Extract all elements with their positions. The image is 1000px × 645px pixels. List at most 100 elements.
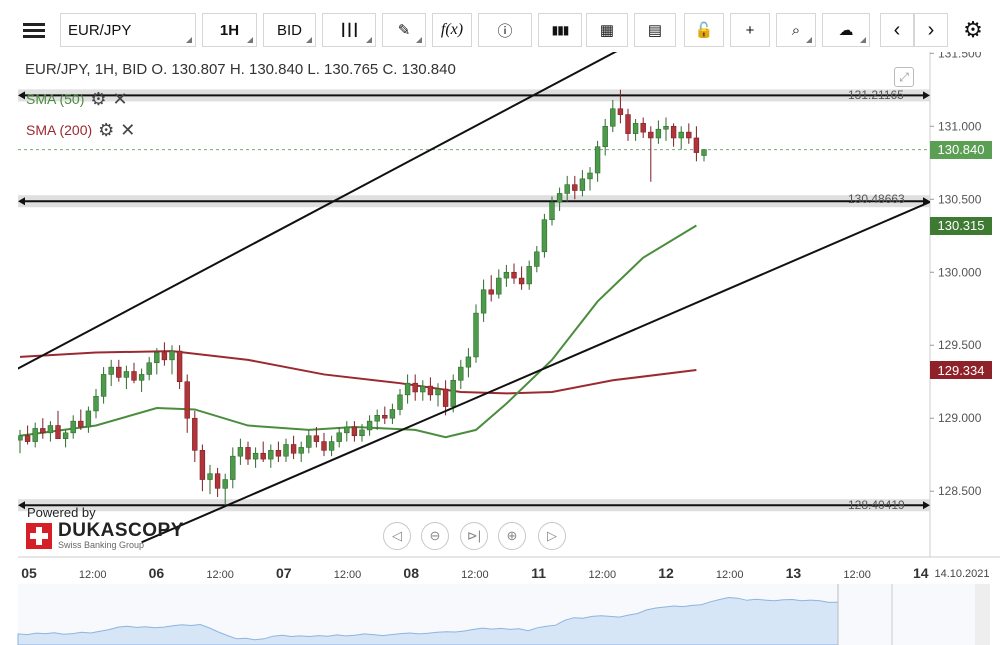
candle <box>283 438 289 463</box>
candle <box>488 275 494 302</box>
trend-line[interactable] <box>141 172 1000 544</box>
time-tick-label: 08 <box>403 565 419 581</box>
candle <box>473 304 479 363</box>
sma200-settings-icon[interactable]: ⚙ <box>98 120 115 140</box>
settings-button[interactable]: ⚙ <box>956 13 990 47</box>
candle <box>32 422 38 448</box>
candle <box>549 196 555 226</box>
time-tick-label: 05 <box>21 565 37 581</box>
lock-button[interactable]: 🔓 <box>684 13 724 47</box>
candle <box>496 269 502 299</box>
time-end-label: 14.10.2021 <box>934 568 989 580</box>
candle <box>62 429 69 448</box>
candles <box>18 89 707 506</box>
candle <box>93 389 99 419</box>
price-tick-label: 131.500 <box>938 52 982 60</box>
sma50-settings-icon[interactable]: ⚙ <box>90 89 107 109</box>
candle <box>389 403 396 425</box>
reset-button[interactable]: ⊳| <box>460 522 488 550</box>
toolbar: EUR/JPY 1H BID ┃┃┃ ✎ f(x) ⓘ ▮▮▮ ▦ ▤ 🔓 + ⌕ ☁ ‹ › ⚙ <box>0 0 1000 52</box>
candle <box>108 359 114 387</box>
candle <box>131 362 137 384</box>
next-button[interactable]: › <box>914 13 948 47</box>
candle <box>169 345 175 375</box>
candle <box>427 377 434 401</box>
prev-button[interactable]: ‹ <box>880 13 914 47</box>
candle <box>230 447 236 489</box>
candle <box>602 118 608 156</box>
price-side-selector[interactable]: BID <box>263 13 316 47</box>
sma200-indicator[interactable]: SMA (200) ⚙ ✕ <box>26 121 135 139</box>
pencil-icon: ✎ <box>397 22 411 39</box>
zoom-out-button[interactable]: ⊖ <box>421 522 449 550</box>
sma50-indicator[interactable]: SMA (50) ⚙ ✕ <box>26 90 128 108</box>
trend-lines <box>12 52 1000 544</box>
info-button[interactable]: ⓘ <box>478 13 532 47</box>
calendar-button[interactable]: ▦ <box>586 13 628 47</box>
candle <box>458 359 464 390</box>
hline-label-top: 131.21165 <box>848 88 904 102</box>
time-tick-label: 11 <box>531 565 546 581</box>
crosshair-button[interactable]: + <box>730 13 770 47</box>
function-icon: f(x) <box>440 21 464 38</box>
candle <box>412 374 418 401</box>
candle <box>199 444 206 492</box>
navigator-strip[interactable] <box>17 584 990 645</box>
candle <box>359 424 365 442</box>
lock-icon: 🔓 <box>694 22 714 39</box>
candle <box>450 374 456 413</box>
time-tick-label: 12:00 <box>461 569 489 581</box>
candle <box>24 425 31 445</box>
scroll-right-button[interactable]: ▷ <box>538 522 566 550</box>
candle <box>572 175 578 200</box>
candle-type-button[interactable]: ┃┃┃ <box>322 13 376 47</box>
navigator-scrollbar[interactable] <box>975 584 990 645</box>
candle <box>146 356 152 381</box>
menu-button[interactable] <box>12 13 56 47</box>
chart-area[interactable]: 128.500 129.000 129.500 130.000 130.500 131.0… <box>0 52 1000 645</box>
candle <box>268 444 274 468</box>
time-tick-label: 12:00 <box>79 569 107 581</box>
symbol-selector[interactable]: EUR/JPY <box>60 13 196 47</box>
sma200-label: SMA (200) <box>26 122 93 138</box>
trend-line[interactable] <box>12 52 772 372</box>
draw-button[interactable]: ✎ <box>382 13 426 47</box>
candle <box>693 126 700 162</box>
candlestick-icon: ┃┃┃ <box>339 23 360 37</box>
hline-left-arrow <box>18 91 25 100</box>
expand-button[interactable]: ⤢ <box>894 67 914 87</box>
info-icon: ⓘ <box>497 22 513 40</box>
powered-by-text: Powered by <box>27 505 96 520</box>
sma200-line <box>19 350 697 395</box>
candle <box>351 421 358 442</box>
ohlc-legend: EUR/JPY, 1H, BID O. 130.807 H. 130.840 L… <box>25 61 456 78</box>
zoom-in-button[interactable]: ⊕ <box>498 522 526 550</box>
sma50-remove-icon[interactable]: ✕ <box>112 89 128 109</box>
candle <box>184 374 190 433</box>
candle <box>154 348 160 375</box>
sma50-label: SMA (50) <box>26 91 85 107</box>
candle <box>648 126 654 182</box>
hamburger-menu-icon <box>23 20 45 41</box>
zoom-button[interactable]: ⌕ <box>776 13 816 47</box>
candle <box>670 123 677 147</box>
time-tick-label: 06 <box>149 565 165 581</box>
candle <box>564 175 570 203</box>
dukascopy-logo[interactable]: DUKASCOPY Swiss Banking Group <box>26 521 184 550</box>
sma200-remove-icon[interactable]: ✕ <box>120 120 136 140</box>
hline-right-arrow <box>923 91 930 100</box>
scroll-left-button[interactable]: ◁ <box>383 522 411 550</box>
candle <box>313 426 320 448</box>
volume-button[interactable]: ▮▮▮ <box>538 13 582 47</box>
candle <box>701 149 707 162</box>
candle <box>518 266 525 290</box>
horizontal-lines <box>18 89 930 512</box>
candle <box>290 435 297 460</box>
time-tick-label: 12:00 <box>589 569 617 581</box>
timeframe-selector[interactable]: 1H <box>202 13 257 47</box>
upload-button[interactable]: ☁ <box>822 13 870 47</box>
time-tick-label: 12 <box>658 565 674 581</box>
candle <box>260 441 266 463</box>
indicators-button[interactable]: f(x) <box>432 13 472 47</box>
news-button[interactable]: ▤ <box>634 13 676 47</box>
